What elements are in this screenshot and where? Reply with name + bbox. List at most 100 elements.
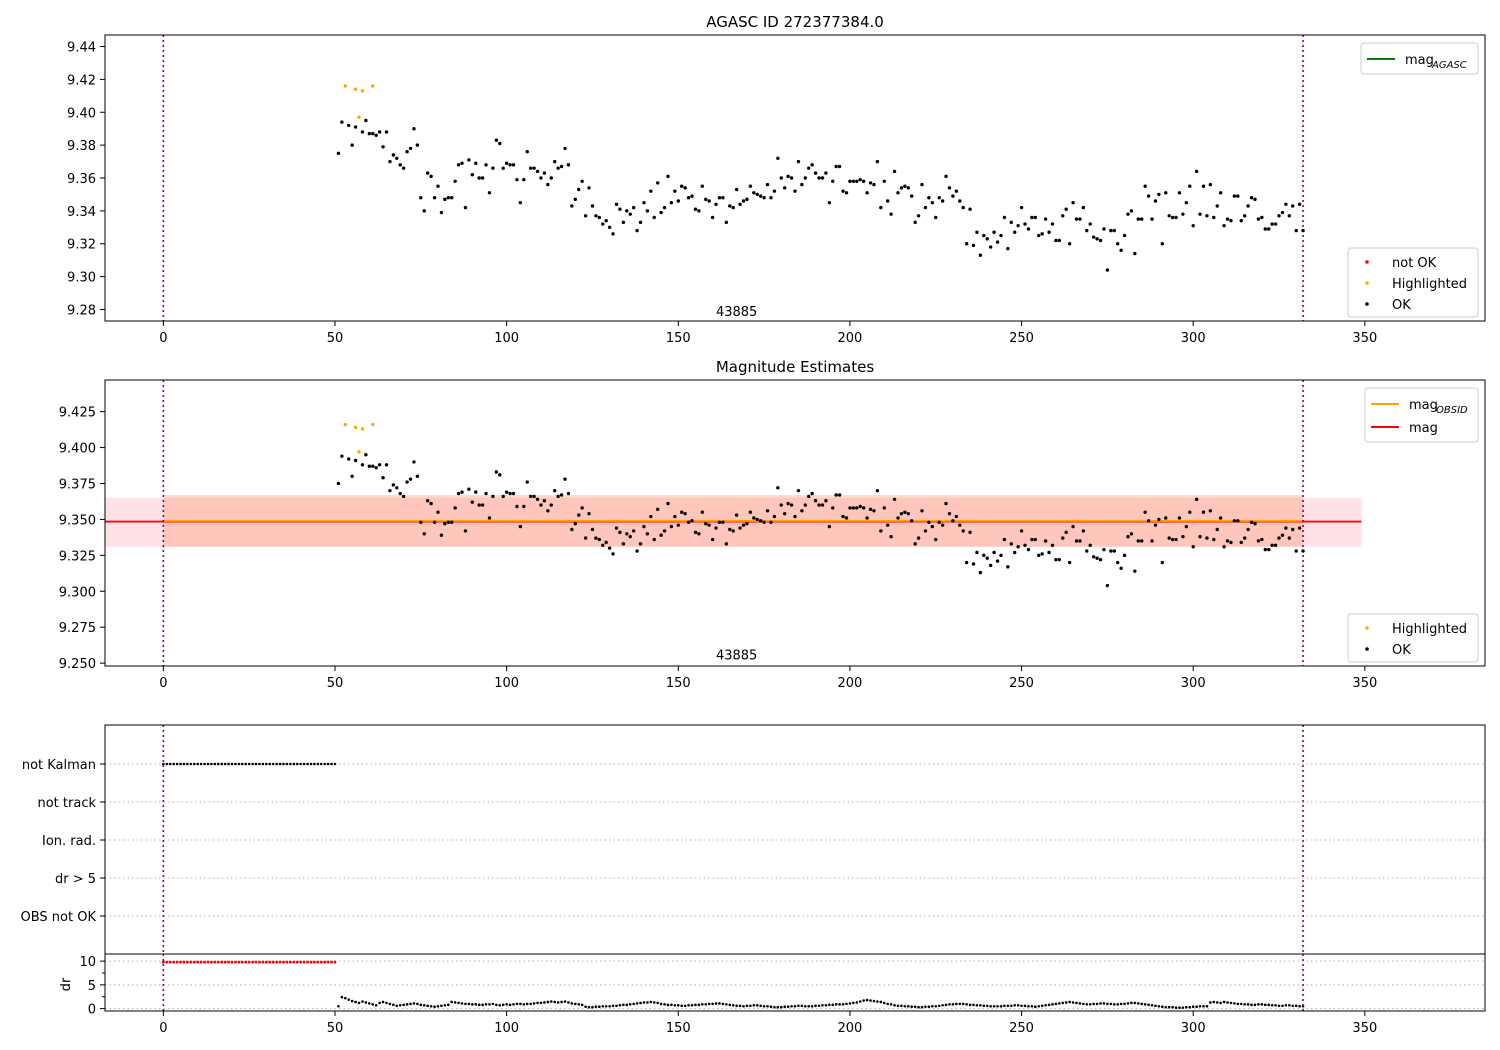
- x-tick-label: 150: [666, 676, 691, 691]
- data-point-ok: [982, 553, 986, 558]
- dr-point: [869, 999, 872, 1002]
- dr-point: [680, 1004, 684, 1008]
- x-tick-label: 50: [327, 331, 344, 346]
- y-tick-label: 9.44: [67, 41, 96, 56]
- data-point-ok: [786, 174, 790, 179]
- dr-point: [759, 1004, 762, 1008]
- dr-point: [529, 1002, 532, 1006]
- data-point-ok: [752, 191, 756, 195]
- data-point-ok: [690, 194, 694, 198]
- dr-point: [567, 1001, 570, 1004]
- data-point-ok: [1071, 200, 1075, 205]
- flag-point: [165, 762, 169, 766]
- data-point-ok: [1040, 552, 1044, 556]
- data-point-ok: [1215, 527, 1219, 532]
- data-point-ok: [1054, 557, 1058, 562]
- flag-point: [189, 762, 193, 766]
- data-point-ok: [1167, 214, 1171, 218]
- dr-point: [491, 1002, 495, 1006]
- dr-point: [457, 1001, 460, 1005]
- dr-point: [392, 1003, 395, 1007]
- data-point-ok: [1102, 547, 1106, 552]
- dr-point: [893, 1004, 896, 1007]
- data-point-ok: [1009, 542, 1013, 546]
- data-point-ok: [377, 130, 382, 134]
- data-point-ok: [1105, 268, 1110, 272]
- data-point-ok: [360, 463, 365, 467]
- dr-point: [738, 1004, 742, 1008]
- data-point-ok: [837, 164, 842, 169]
- data-point-ok: [522, 504, 526, 509]
- dr-point: [1195, 1005, 1198, 1009]
- data-point-ok: [769, 520, 773, 524]
- dr-point: [522, 1003, 526, 1006]
- data-point-ok: [776, 486, 780, 490]
- data-point-ok: [738, 202, 742, 206]
- data-point-ok: [549, 176, 553, 180]
- dr-point: [1044, 1004, 1047, 1007]
- data-point-ok: [1263, 227, 1267, 231]
- dr-point: [872, 999, 876, 1003]
- legend-marker: [1365, 302, 1369, 306]
- data-point-ok: [1040, 232, 1044, 236]
- data-point-ok: [487, 191, 492, 195]
- dr-clipped-point: [189, 960, 193, 964]
- dr-point: [735, 1004, 738, 1008]
- data-point-ok: [1140, 217, 1144, 221]
- dr-clipped-point: [261, 960, 265, 964]
- dr-point: [508, 1003, 512, 1007]
- data-point-ok: [913, 542, 917, 546]
- data-point-ok: [1170, 215, 1175, 220]
- dr-point: [1188, 1005, 1192, 1009]
- data-point-ok: [896, 516, 900, 520]
- data-point-ok: [518, 524, 523, 529]
- x-tick-label: 150: [666, 1021, 691, 1036]
- dr-clipped-point: [313, 960, 316, 964]
- x-tick-label: 0: [159, 1021, 167, 1036]
- data-point-ok: [391, 483, 396, 487]
- data-point-ok: [964, 242, 969, 246]
- data-point-ok: [923, 529, 928, 533]
- data-point-ok: [765, 509, 770, 513]
- dr-point: [1260, 1003, 1264, 1006]
- legend-box: [1347, 613, 1479, 663]
- flag-point: [244, 762, 248, 766]
- data-point-ok: [1019, 205, 1024, 210]
- data-point-ok: [892, 169, 897, 174]
- dr-point: [378, 1001, 381, 1005]
- x-tick-label: 50: [327, 1021, 344, 1036]
- dr-point: [810, 1004, 814, 1008]
- x-tick-label: 300: [1181, 331, 1206, 346]
- dr-point: [1174, 1006, 1178, 1009]
- dr-point: [731, 1004, 735, 1007]
- dr-point: [1246, 1003, 1250, 1006]
- dr-point: [773, 1005, 776, 1009]
- dr-point: [464, 1002, 467, 1006]
- data-point-ok: [995, 240, 1000, 244]
- data-point-ok: [714, 526, 718, 530]
- dr-clipped-point: [258, 960, 261, 964]
- dr-clipped-point: [206, 960, 210, 964]
- legend-label: mag: [1405, 53, 1434, 68]
- data-point-ok: [1225, 217, 1230, 221]
- data-point-ok: [724, 220, 729, 225]
- y-tick-label: 9.40: [67, 106, 96, 121]
- data-point-ok: [570, 527, 574, 532]
- data-point-ok: [772, 189, 777, 193]
- panel-dr: 0 50 100 150 200 250 300 350 0 5 10 dr: [59, 953, 1486, 1036]
- dr-clipped-point: [172, 960, 176, 964]
- y-tick-label: 5: [88, 979, 96, 994]
- data-point-ok: [429, 174, 433, 179]
- data-point-ok: [1133, 251, 1137, 256]
- data-point-ok: [1294, 549, 1298, 553]
- data-point-ok: [1074, 217, 1079, 221]
- dr-point: [886, 1002, 889, 1006]
- data-point-ok: [336, 481, 341, 486]
- data-point-ok: [474, 161, 478, 165]
- data-point-ok: [1164, 516, 1168, 520]
- data-point-ok: [367, 464, 372, 468]
- data-point-ok: [844, 516, 849, 520]
- data-point-ok: [927, 196, 931, 200]
- data-point-ok: [1294, 228, 1298, 233]
- dr-point: [560, 1000, 563, 1004]
